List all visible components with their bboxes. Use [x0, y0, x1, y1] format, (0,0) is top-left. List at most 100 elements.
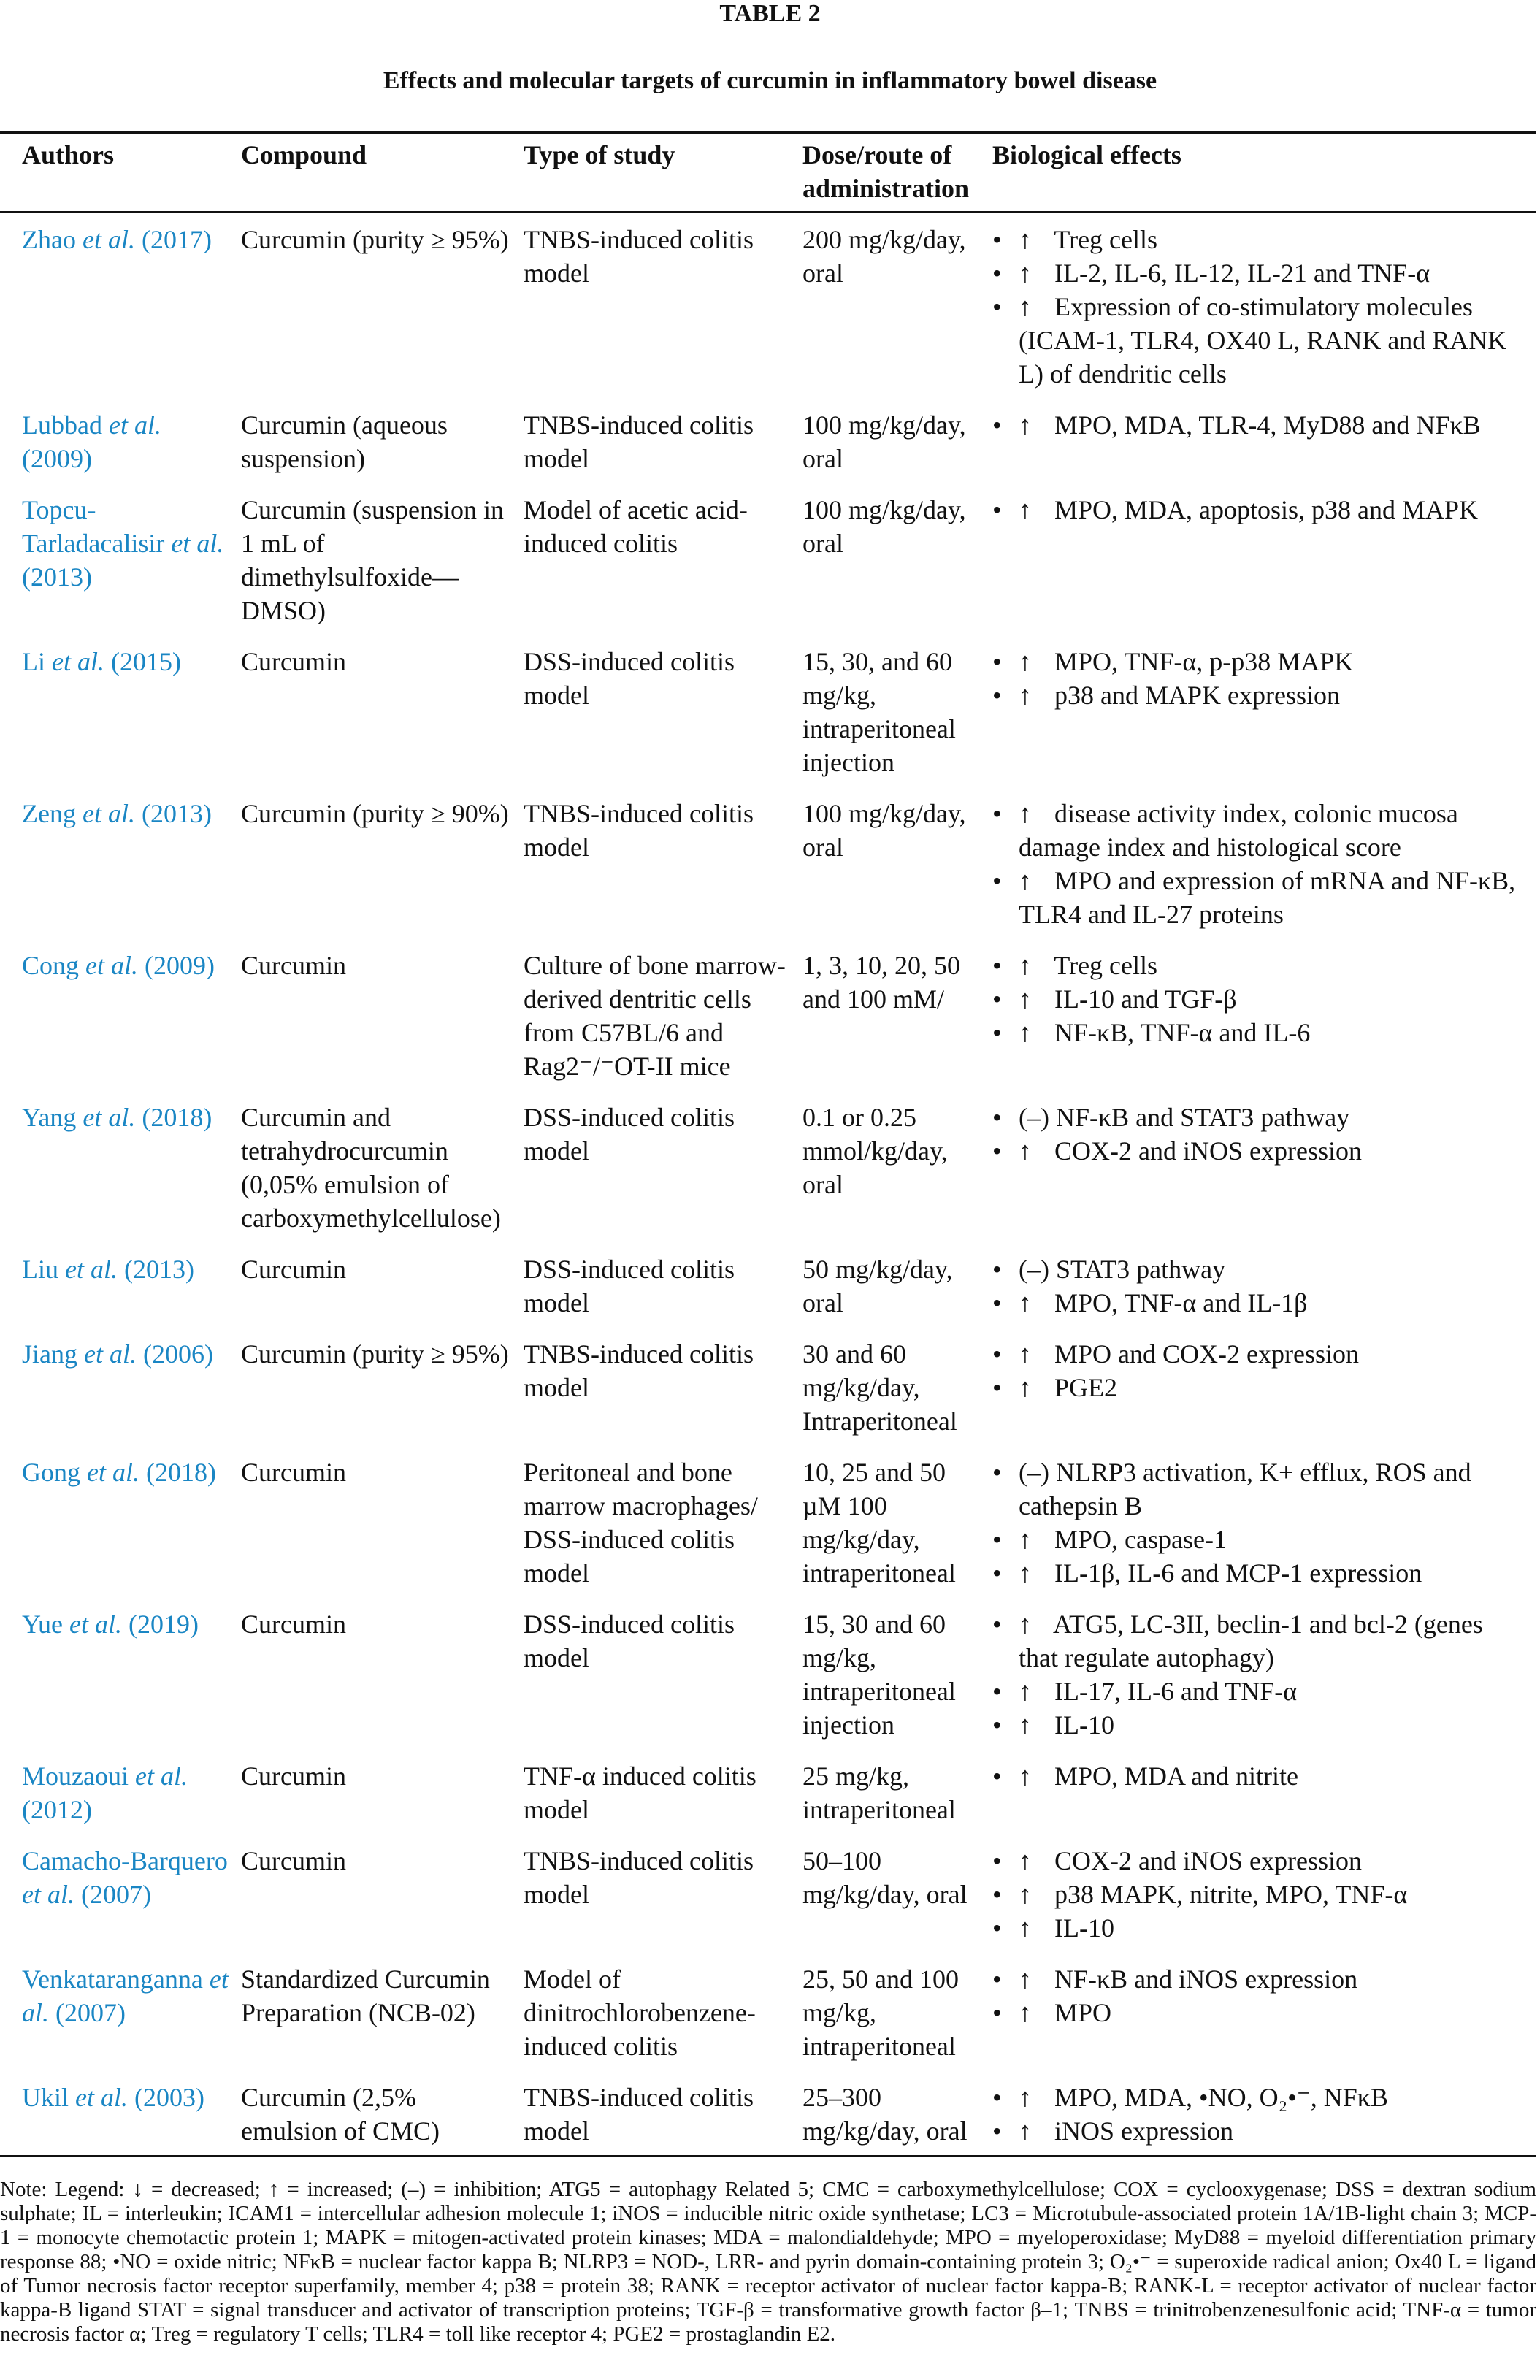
compound-cell: Curcumin (purity ≥ 95%): [241, 1339, 509, 1369]
effect-direction-icon: ↑: [1019, 1558, 1032, 1588]
effect-text: MPO, TNF-α, p-p38 MAPK: [1054, 647, 1354, 676]
et-al: et al.: [69, 1610, 122, 1639]
effect-text: MPO, TNF-α and IL-1β: [1054, 1288, 1308, 1317]
study-type-cell: DSS-induced colitis model: [524, 1255, 735, 1317]
dose-cell: 25–300 mg/kg/day, oral: [802, 2083, 968, 2146]
effect-text: MPO, caspase-1: [1054, 1525, 1227, 1554]
study-type-cell: TNBS-induced colitis model: [524, 410, 754, 473]
effect-text: Treg cells: [1054, 951, 1158, 980]
author-year: (2009): [145, 951, 215, 980]
et-al: et al.: [85, 951, 138, 980]
effect-text: Treg cells: [1054, 225, 1158, 254]
bullet-icon: •: [992, 1018, 1002, 1047]
author-reference-link[interactable]: Cong et al. (2009): [22, 951, 215, 980]
bullet-icon: •: [992, 1761, 1002, 1791]
effects-list: • ↑ COX-2 and iNOS expression • ↑ p38 MAPK,…: [992, 1844, 1525, 1945]
author-cell: Ukil et al. (2003): [0, 2070, 241, 2157]
bullet-icon: •: [992, 1525, 1002, 1554]
effect-item: • ↑ MPO, caspase-1: [992, 1523, 1525, 1556]
effect-item: • ↑ IL-10: [992, 1911, 1525, 1945]
study-type-cell: TNBS-induced colitis model: [524, 799, 754, 862]
table-row: Gong et al. (2018) Curcumin Peritoneal and…: [0, 1445, 1536, 1597]
effect-text: NLRP3 activation, K+ efflux, ROS and cat…: [1019, 1458, 1471, 1520]
author-reference-link[interactable]: Zeng et al. (2013): [22, 799, 212, 828]
effect-direction-icon: ↑: [1019, 1846, 1032, 1875]
effect-direction-icon: ↑: [1019, 1761, 1032, 1791]
author-cell: Yang et al. (2018): [0, 1090, 241, 1242]
effects-cell: • ↑ Treg cells • ↑ IL-10 and TGF-β • ↑ NF-κB,…: [992, 938, 1536, 1090]
author-reference-link[interactable]: Li et al. (2015): [22, 647, 181, 676]
author-name: Topcu-Tarladacalisir: [22, 495, 165, 558]
author-cell: Jiang et al. (2006): [0, 1327, 241, 1445]
bullet-icon: •: [992, 799, 1002, 828]
study-type-cell: Model of acetic acid-induced colitis: [524, 495, 748, 558]
effect-item: • ↑ Treg cells: [992, 949, 1525, 982]
table-row: Venkataranganna et al. (2007) Standardize…: [0, 1952, 1536, 2070]
compound-cell: Curcumin (2,5% emulsion of CMC): [241, 2083, 440, 2146]
bullet-icon: •: [992, 1255, 1002, 1284]
study-type-cell: DSS-induced colitis model: [524, 647, 735, 710]
effect-item: • ↑ PGE2: [992, 1371, 1525, 1404]
author-year: (2003): [134, 2083, 204, 2112]
effect-item: • ↑ IL-17, IL-6 and TNF-α: [992, 1675, 1525, 1708]
effect-direction-icon: ↑: [1019, 1880, 1032, 1909]
author-reference-link[interactable]: Yue et al. (2019): [22, 1610, 199, 1639]
effect-item: • ↑ Expression of co-stimulatory molecule…: [992, 290, 1525, 391]
effects-list: • ↑ disease activity index, colonic mucos…: [992, 797, 1525, 931]
author-reference-link[interactable]: Lubbad et al. (2009): [22, 410, 161, 473]
author-cell: Zeng et al. (2013): [0, 787, 241, 938]
author-name: Ukil: [22, 2083, 69, 2112]
author-reference-link[interactable]: Venkataranganna et al. (2007): [22, 1964, 229, 2027]
dose-cell: 100 mg/kg/day, oral: [802, 799, 966, 862]
et-al: et al.: [65, 1255, 118, 1284]
bullet-icon: •: [992, 1558, 1002, 1588]
compound-cell: Curcumin: [241, 1255, 346, 1284]
author-reference-link[interactable]: Liu et al. (2013): [22, 1255, 194, 1284]
author-year: (2009): [22, 444, 92, 473]
bullet-icon: •: [992, 292, 1002, 321]
author-reference-link[interactable]: Gong et al. (2018): [22, 1458, 216, 1487]
bullet-icon: •: [992, 951, 1002, 980]
author-cell: Mouzaoui et al. (2012): [0, 1749, 241, 1834]
effect-text: MPO, MDA and nitrite: [1054, 1761, 1299, 1791]
effect-text: MPO and expression of mRNA and NF-κB, TL…: [1019, 866, 1516, 929]
effect-text: NF-κB and STAT3 pathway: [1055, 1103, 1350, 1132]
effect-item: • ↑ COX-2 and iNOS expression: [992, 1844, 1525, 1878]
author-year: (2007): [80, 1880, 151, 1909]
curcumin-ibd-table: Authors Compound Type of study Dose/rout…: [0, 131, 1536, 2157]
author-year: (2007): [55, 1998, 126, 2027]
effect-item: • (–) NF-κB and STAT3 pathway: [992, 1101, 1525, 1134]
effect-item: • ↑ MPO, TNF-α, p-p38 MAPK: [992, 645, 1525, 678]
table-row: Liu et al. (2013) Curcumin DSS-induced col…: [0, 1242, 1536, 1327]
author-reference-link[interactable]: Zhao et al. (2017): [22, 225, 212, 254]
et-al: et al.: [22, 1880, 74, 1909]
author-reference-link[interactable]: Jiang et al. (2006): [22, 1339, 213, 1369]
study-type-cell: Model of dinitrochlorobenzene-induced co…: [524, 1964, 756, 2061]
effects-list: • ↑ NF-κB and iNOS expression • ↑ MPO: [992, 1962, 1525, 2029]
effect-direction-icon: ↑: [1019, 951, 1032, 980]
effects-list: • ↑ MPO, MDA, TLR-4, MyD88 and NFκB: [992, 408, 1525, 442]
effect-direction-icon: ↑: [1019, 1288, 1032, 1317]
author-reference-link[interactable]: Camacho-Barquero et al. (2007): [22, 1846, 228, 1909]
table-row: Yang et al. (2018) Curcumin and tetrahydr…: [0, 1090, 1536, 1242]
effects-cell: • (–) NF-κB and STAT3 pathway • ↑ COX-2 and…: [992, 1090, 1536, 1242]
effect-text: IL-10: [1054, 1913, 1114, 1943]
effect-item: • ↑ iNOS expression: [992, 2114, 1525, 2148]
table-row: Mouzaoui et al. (2012) Curcumin TNF-α indu…: [0, 1749, 1536, 1834]
effect-item: • ↑ MPO, MDA, TLR-4, MyD88 and NFκB: [992, 408, 1525, 442]
dose-cell: 50–100 mg/kg/day, oral: [802, 1846, 968, 1909]
bullet-icon: •: [992, 1710, 1002, 1740]
effect-item: • ↑ IL-10 and TGF-β: [992, 982, 1525, 1016]
author-reference-link[interactable]: Mouzaoui et al. (2012): [22, 1761, 188, 1824]
bullet-icon: •: [992, 647, 1002, 676]
author-name: Mouzaoui: [22, 1761, 129, 1791]
effect-text: NF-κB and iNOS expression: [1054, 1964, 1358, 1994]
author-reference-link[interactable]: Topcu-Tarladacalisir et al. (2013): [22, 495, 223, 592]
dose-cell: 1, 3, 10, 20, 50 and 100 mM/: [802, 951, 960, 1014]
author-reference-link[interactable]: Ukil et al. (2003): [22, 2083, 204, 2112]
effect-item: • ↑ MPO and expression of mRNA and NF-κB,…: [992, 864, 1525, 931]
effect-direction-icon: ↑: [1019, 647, 1032, 676]
effect-direction-icon: ↑: [1019, 1998, 1032, 2027]
effect-text: STAT3 pathway: [1055, 1255, 1226, 1284]
author-reference-link[interactable]: Yang et al. (2018): [22, 1103, 212, 1132]
